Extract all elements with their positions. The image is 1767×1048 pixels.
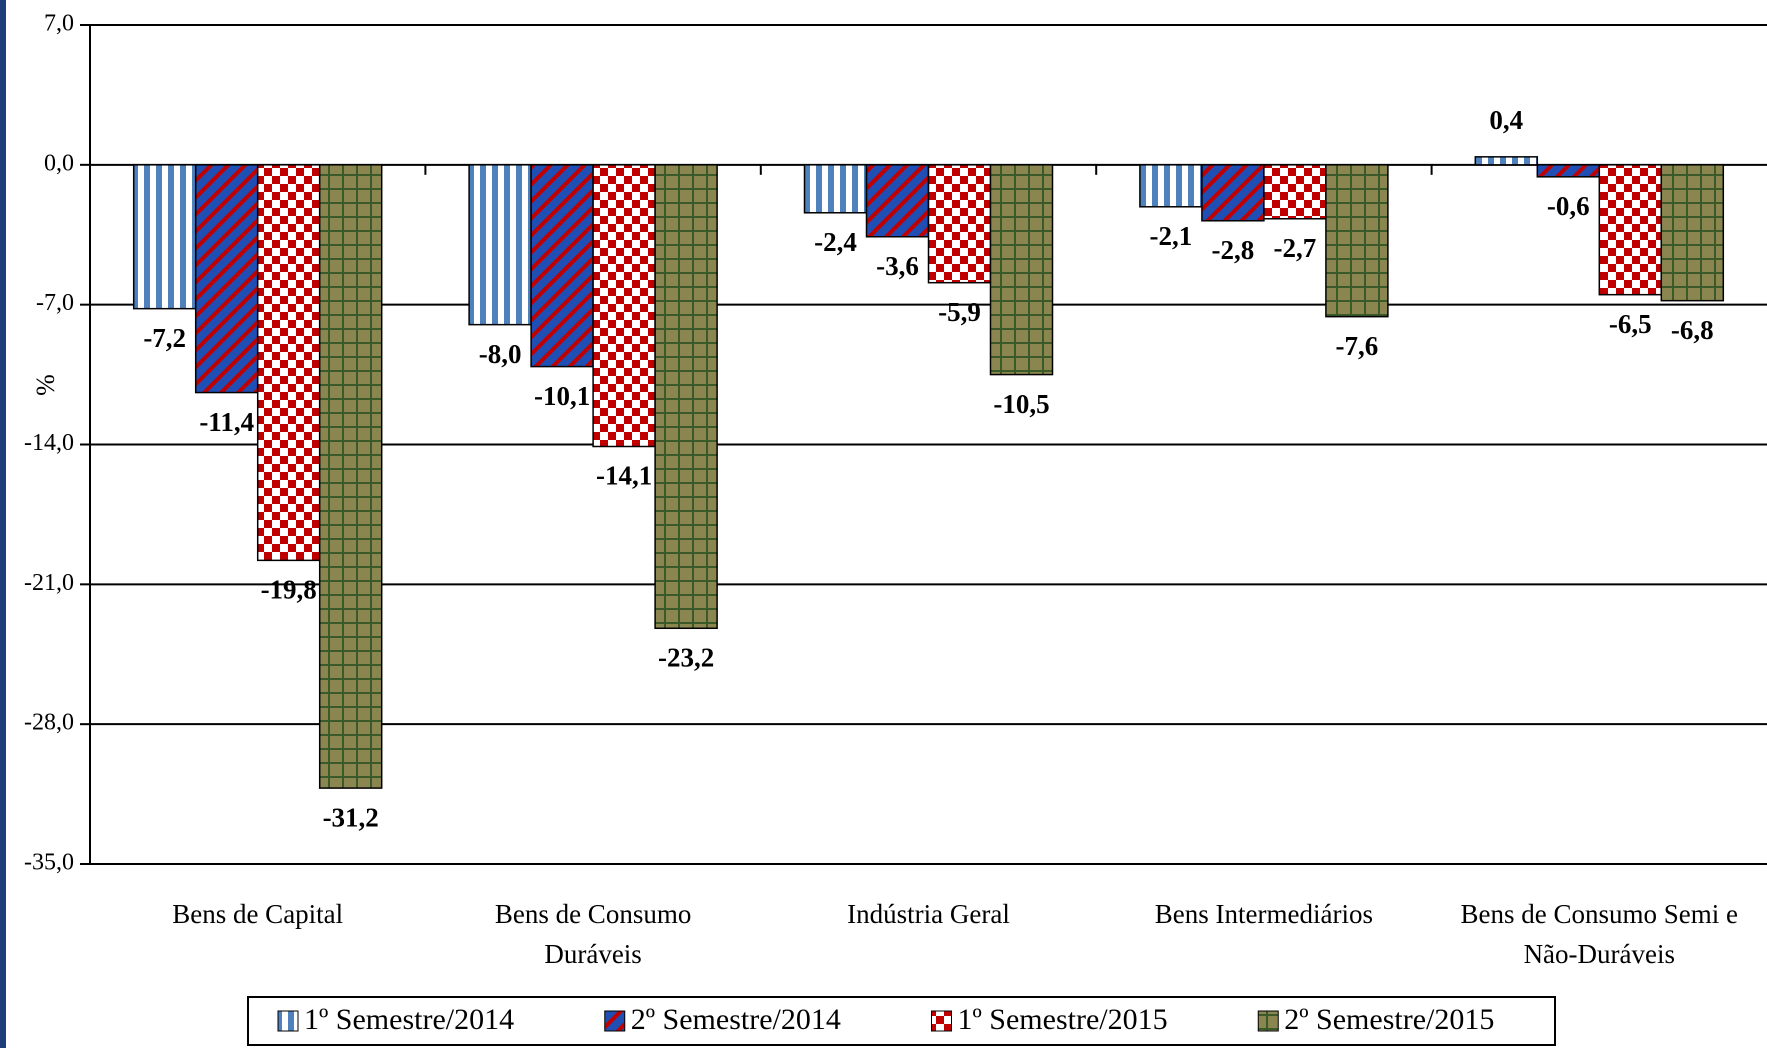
- data-label: -11,4: [199, 407, 254, 437]
- data-label: -7,2: [143, 323, 186, 353]
- legend-label: 2º Semestre/2014: [631, 1003, 841, 1036]
- y-tick-label: -35,0: [24, 850, 74, 876]
- data-label: -0,6: [1547, 191, 1590, 221]
- bar: [1139, 164, 1203, 208]
- data-label: -6,8: [1671, 315, 1714, 345]
- bar: [989, 164, 1054, 376]
- legend-label: 1º Semestre/2015: [958, 1003, 1168, 1036]
- y-tick-label: 0,0: [44, 150, 74, 176]
- data-label: -2,1: [1150, 221, 1193, 251]
- bar: [1536, 164, 1601, 178]
- legend-swatch: [1257, 1010, 1279, 1032]
- data-label: -5,9: [938, 297, 981, 327]
- y-axis-label: %: [31, 374, 60, 396]
- y-tick-label: -21,0: [24, 570, 74, 596]
- bar: [468, 164, 532, 326]
- data-label: -6,5: [1609, 309, 1652, 339]
- data-label: -3,6: [876, 251, 919, 281]
- bar: [1474, 156, 1539, 166]
- legend-swatch: [277, 1010, 299, 1032]
- legend-label: 2º Semestre/2015: [1284, 1003, 1494, 1036]
- bar: [1201, 164, 1265, 222]
- bar: [1263, 164, 1327, 220]
- bar: [318, 164, 383, 789]
- x-tick-label: Bens de Consumo Semi e Não-Duráveis: [1460, 899, 1739, 969]
- x-tick-label: Bens de Capital: [172, 899, 344, 929]
- data-label: -10,1: [534, 381, 590, 411]
- data-label: -10,5: [993, 389, 1049, 419]
- bar: [865, 164, 930, 238]
- y-tick-label: 7,0: [44, 11, 74, 37]
- data-label: -31,2: [323, 802, 379, 832]
- y-tick-label: -28,0: [24, 710, 74, 736]
- left-border: [0, 0, 6, 1048]
- data-label: 0,4: [1489, 105, 1523, 135]
- legend-swatch: [931, 1010, 952, 1032]
- data-label: -7,6: [1336, 331, 1379, 361]
- bar: [803, 164, 868, 214]
- x-tick-label: Bens de Consumo Duráveis: [494, 899, 692, 969]
- x-tick-label: Indústria Geral: [847, 899, 1010, 929]
- bar: [256, 164, 321, 562]
- bar: [654, 164, 718, 630]
- bar: [592, 164, 656, 448]
- bar: [927, 164, 992, 284]
- bar: [132, 164, 197, 310]
- data-label: -2,8: [1212, 235, 1255, 265]
- bar: [1598, 164, 1663, 296]
- bar: [1660, 164, 1725, 302]
- legend-swatch: [604, 1010, 626, 1032]
- data-label: -8,0: [479, 339, 522, 369]
- legend-box: [247, 996, 1556, 1046]
- data-label: -14,1: [596, 461, 652, 491]
- y-tick-label: -14,0: [24, 430, 74, 456]
- data-label: -2,4: [814, 227, 857, 257]
- bar: [1325, 164, 1389, 318]
- data-label: -2,7: [1274, 233, 1317, 263]
- bar: [530, 164, 594, 368]
- x-tick-label: Bens Intermediários: [1154, 899, 1373, 929]
- data-label: -19,8: [261, 575, 317, 605]
- bar: [194, 164, 259, 394]
- y-tick-label: -7,0: [36, 290, 74, 316]
- data-label: -23,2: [658, 642, 714, 672]
- legend-label: 1º Semestre/2014: [304, 1003, 514, 1036]
